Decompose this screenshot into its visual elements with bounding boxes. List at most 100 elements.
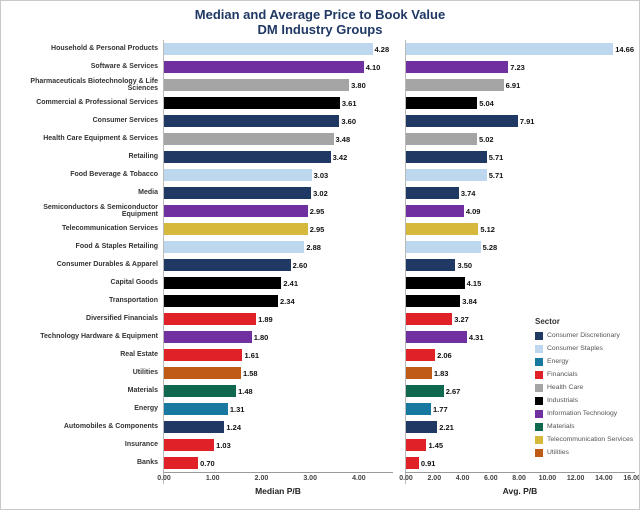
axis-tick-label: 14.00 — [595, 475, 613, 482]
legend-label: Health Care — [547, 384, 584, 391]
category-label: Telecommunication Services — [62, 225, 158, 233]
legend-item: Health Care — [535, 381, 631, 394]
value-label: 5.12 — [480, 224, 495, 234]
legend-label: Utilities — [547, 449, 569, 456]
bar-row: Media 3.02 3.74 — [7, 184, 633, 202]
average-plot-cell: 3.74 — [405, 184, 635, 202]
bar — [164, 367, 241, 379]
bar — [406, 259, 456, 271]
legend-label: Energy — [547, 358, 569, 365]
bar — [406, 331, 467, 343]
legend-label: Materials — [547, 423, 575, 430]
bar — [406, 61, 509, 73]
median-plot-cell: 4.28 — [163, 40, 393, 58]
bar-row: Consumer Durables & Apparel 2.60 3.50 — [7, 256, 633, 274]
category-label: Semiconductors & Semiconductor Equipment — [43, 203, 158, 219]
bar — [164, 187, 312, 199]
value-label: 4.10 — [365, 62, 381, 72]
axis-tick-label: 4.00 — [455, 475, 470, 482]
bar — [164, 133, 334, 145]
legend-swatch — [535, 448, 543, 457]
legend-swatch — [535, 383, 543, 392]
bar — [164, 115, 340, 127]
category-label: Energy — [134, 405, 158, 413]
bar — [406, 367, 432, 379]
value-label: 3.80 — [351, 80, 366, 90]
bar — [406, 457, 419, 469]
bar-row: Household & Personal Products 4.28 14.66 — [7, 40, 634, 58]
bar — [164, 313, 257, 325]
average-plot-cell: 4.31 — [405, 328, 635, 346]
bar — [164, 457, 199, 469]
median-plot-cell: 1.89 — [163, 310, 393, 328]
average-plot-cell: 6.91 — [405, 76, 635, 94]
legend-swatch — [535, 357, 543, 366]
bar-row: Insurance 1.03 1.45 — [7, 436, 633, 454]
bar — [406, 439, 427, 451]
average-plot-cell: 5.71 — [405, 148, 635, 166]
value-label: 5.04 — [479, 98, 494, 108]
category-label: Pharmaceuticals Biotechnology & Life Sci… — [30, 77, 158, 93]
axis-row: 0.00 1.00 2.00 3.00 4.00 0.00 2.00 4.00 6.00 8.0… — [7, 472, 639, 484]
value-label: 4.31 — [468, 332, 484, 342]
bar-row: Food & Staples Retailing 2.88 5.28 — [7, 238, 633, 256]
median-plot-cell: 3.03 — [163, 166, 393, 184]
bar-row: Health Care Equipment & Services 3.48 5.02 — [7, 130, 633, 148]
value-label: 2.60 — [292, 260, 308, 270]
median-plot-cell: 3.60 — [163, 112, 393, 130]
average-plot-cell: 4.15 — [405, 274, 635, 292]
legend-item: Consumer Staples — [535, 342, 631, 355]
value-label: 2.34 — [280, 296, 295, 306]
category-label: Diversified Financials — [86, 315, 158, 323]
value-label: 3.50 — [457, 260, 473, 270]
axis-title-spacer-left — [7, 484, 163, 498]
value-label: 1.48 — [238, 386, 253, 396]
legend-item: Industrials — [535, 394, 631, 407]
median-plot-cell: 0.70 — [163, 454, 393, 472]
value-label: 2.95 — [309, 224, 325, 234]
bar-row: Software & Services 4.10 7.23 — [7, 58, 633, 76]
median-plot-cell: 2.95 — [163, 220, 393, 238]
bar-row: Energy 1.31 1.77 — [7, 400, 633, 418]
average-plot-cell: 2.67 — [405, 382, 635, 400]
category-label: Banks — [136, 459, 158, 467]
axis-tick-label: 0.00 — [399, 475, 413, 482]
legend-item: Telecommunication Services — [535, 433, 633, 446]
value-label: 1.89 — [258, 314, 273, 324]
average-plot-cell: 3.27 — [405, 310, 635, 328]
value-label: 5.02 — [478, 134, 494, 144]
average-plot-cell: 1.77 — [405, 400, 635, 418]
bar — [164, 403, 228, 415]
median-plot-cell: 3.80 — [163, 76, 393, 94]
bar-row: Automobiles & Components 1.24 2.21 — [7, 418, 633, 436]
value-label: 1.45 — [428, 440, 444, 450]
average-plot-cell: 7.23 — [405, 58, 635, 76]
value-label: 0.70 — [200, 458, 215, 468]
median-plot-cell: 3.48 — [163, 130, 393, 148]
axis-title-spacer-mid — [393, 484, 405, 498]
bar — [164, 151, 331, 163]
median-plot-cell: 2.88 — [163, 238, 393, 256]
bar — [164, 385, 237, 397]
chart-title: Median and Average Price to Book Value D… — [7, 7, 633, 37]
axis-tick-label: 3.00 — [303, 475, 317, 482]
legend-title: Sector — [535, 317, 560, 326]
axis-tick-label: 2.00 — [254, 475, 269, 482]
bar-row: Technology Hardware & Equipment 1.80 4.31 — [7, 328, 633, 346]
bar-row: Materials 1.48 2.67 — [7, 382, 633, 400]
value-label: 4.28 — [374, 44, 390, 54]
legend-label: Industrials — [547, 397, 578, 404]
category-label: Health Care Equipment & Services — [43, 135, 158, 143]
value-label: 3.27 — [454, 314, 469, 324]
axis-tick-label: 0.00 — [157, 475, 171, 482]
median-plot-cell: 3.61 — [163, 94, 393, 112]
legend-label: Financials — [547, 371, 578, 378]
value-label: 3.61 — [341, 98, 357, 108]
median-plot-cell: 3.42 — [163, 148, 393, 166]
bar — [406, 43, 614, 55]
legend-swatch — [535, 370, 543, 379]
median-plot-cell: 1.80 — [163, 328, 393, 346]
median-plot-cell: 1.31 — [163, 400, 393, 418]
bar — [164, 349, 243, 361]
